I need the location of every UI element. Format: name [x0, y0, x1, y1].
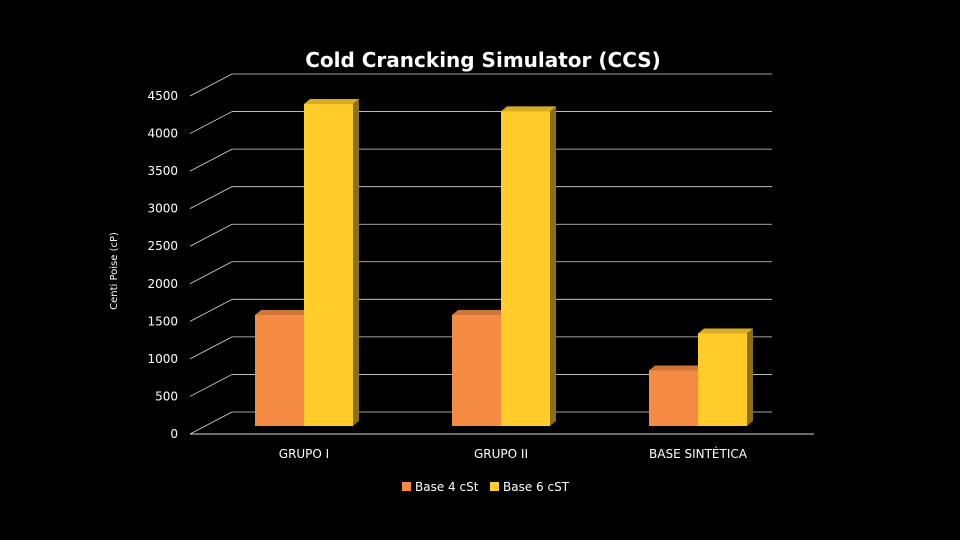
gridline-depth: [189, 261, 233, 285]
bar-top: [452, 309, 507, 315]
x-category-label: BASE SINTÉTICA: [649, 446, 748, 461]
legend-label: Base 6 cST: [503, 480, 570, 494]
legend-label: Base 4 cSt: [415, 480, 479, 494]
bar-top: [501, 106, 556, 112]
legend: Base 4 cSt Base 6 cST: [402, 480, 570, 494]
bar-top: [698, 328, 753, 334]
bar: [698, 333, 747, 426]
y-tick-label: 0: [170, 427, 178, 441]
bar-side: [550, 106, 556, 427]
bar-top: [304, 99, 359, 104]
x-category-label: GRUPO II: [474, 447, 528, 461]
bar-side: [353, 99, 359, 426]
bar-top: [649, 365, 704, 371]
x-axis-categories: GRUPO I GRUPO II BASE SINTÉTICA: [279, 446, 748, 461]
gridline-depth: [189, 223, 233, 247]
bar-side: [747, 328, 753, 426]
y-axis-ticks: 0 500 1000 1500 2000 2500 3000 3500 4000 4500: [147, 89, 178, 441]
gridline-depth: [189, 336, 233, 360]
y-tick-label: 4000: [147, 127, 178, 141]
x-category-label: GRUPO I: [279, 447, 329, 461]
y-tick-label: 1000: [147, 352, 178, 366]
legend-swatch: [490, 482, 499, 491]
gridline-depth: [189, 411, 233, 435]
y-tick-label: 3000: [147, 202, 178, 216]
y-tick-label: 500: [155, 389, 178, 403]
y-tick-label: 2000: [147, 277, 178, 291]
y-tick-label: 1500: [147, 314, 178, 328]
gridline-depth: [189, 186, 233, 210]
y-tick-label: 4500: [147, 89, 178, 103]
bar: [304, 104, 353, 426]
bar: [649, 370, 698, 426]
chart-title: Cold Crancking Simulator (CCS): [305, 48, 661, 72]
legend-swatch: [402, 482, 411, 491]
y-tick-label: 3500: [147, 164, 178, 178]
bar: [452, 314, 501, 426]
gridline-depth: [189, 111, 233, 134]
y-tick-label: 2500: [147, 239, 178, 253]
bar-top: [255, 309, 310, 315]
gridline-depth: [189, 148, 233, 172]
gridline-depth: [189, 73, 233, 97]
bar: [255, 314, 304, 426]
gridline-depth: [189, 374, 233, 397]
bars: [255, 99, 753, 427]
y-axis-label: Centi Poise (cP): [109, 232, 120, 310]
bar: [501, 111, 550, 427]
gridline-depth: [189, 298, 233, 322]
